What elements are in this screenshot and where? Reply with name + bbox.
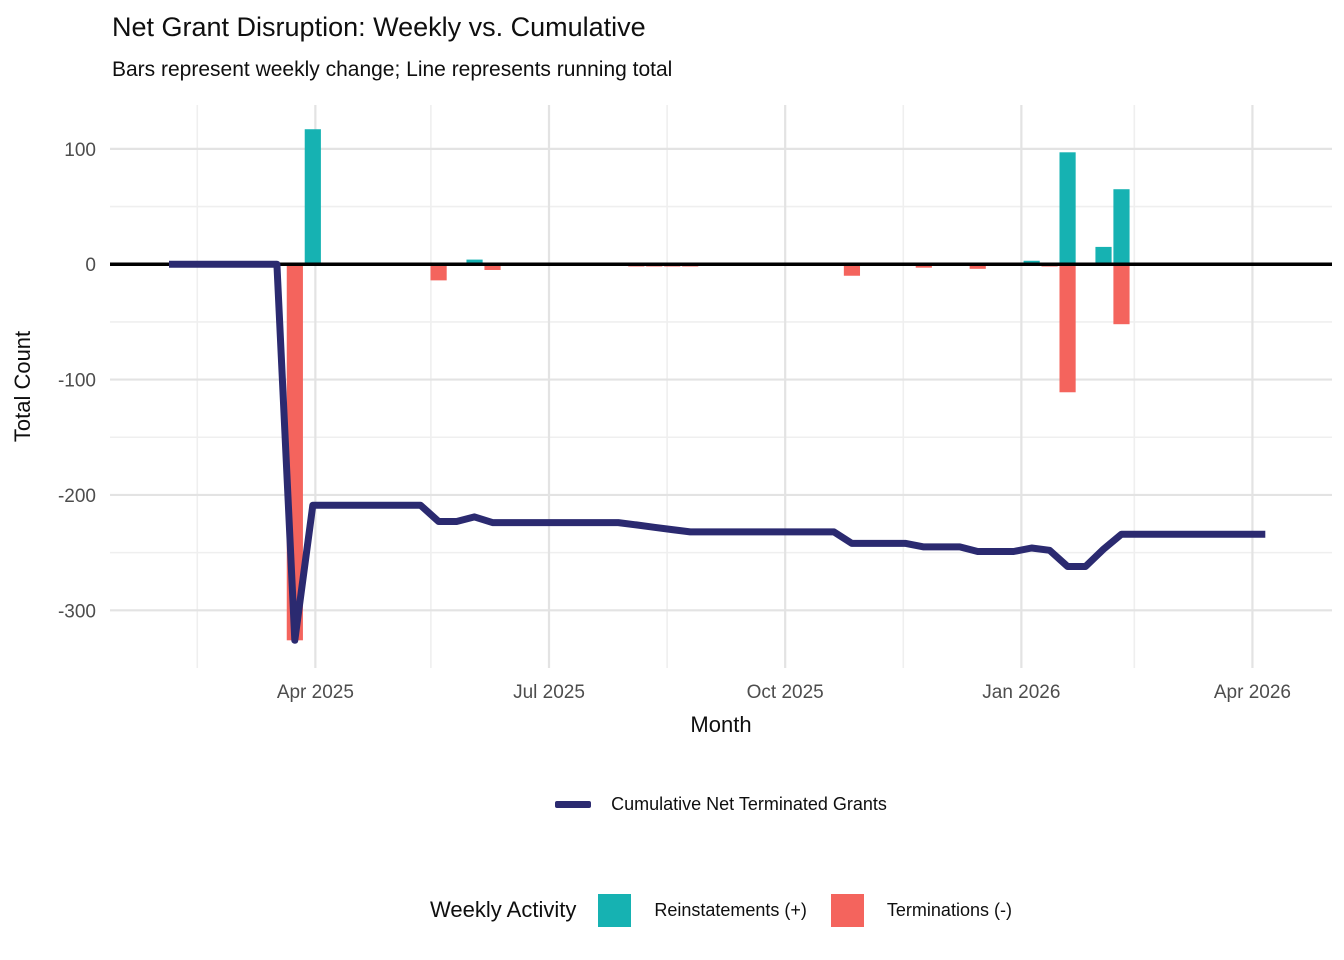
cumulative-line-label: Cumulative Net Terminated Grants [611, 793, 887, 814]
y-tick-label: 100 [64, 140, 96, 161]
weekly-bar [304, 129, 321, 265]
y-tick-label: 0 [85, 255, 96, 276]
terminations-swatch [830, 893, 864, 927]
x-tick-label: Jul 2025 [513, 682, 585, 703]
cumulative-line [169, 260, 1266, 644]
x-tick-label: Jan 2026 [982, 682, 1060, 703]
x-tick-label: Oct 2025 [747, 682, 824, 703]
chart-canvas: 100 0 -100 -200 -300 Apr 2025 Jul 2025 Oct 2025… [10, 105, 1332, 737]
weekly-bar [843, 264, 861, 276]
legend-weekly-activity: Weekly Activity Reinstatements (+) Termi… [110, 884, 1332, 936]
y-axis-title: Total Count [10, 331, 35, 442]
legend-cumulative-line: Cumulative Net Terminated Grants [110, 790, 1332, 818]
x-tick-label: Apr 2026 [1214, 682, 1291, 703]
y-tick-label: -100 [58, 371, 96, 392]
weekly-bar [1113, 189, 1130, 265]
reinstatements-swatch [598, 893, 632, 927]
chart-title: Net Grant Disruption: Weekly vs. Cumulat… [112, 12, 646, 42]
x-axis-title: Month [690, 712, 751, 737]
x-tick-label: Apr 2025 [277, 682, 354, 703]
cumulative-line-swatch [555, 800, 592, 808]
reinstatements-label: Reinstatements (+) [654, 899, 807, 920]
chart-subtitle: Bars represent weekly change; Line repre… [112, 58, 673, 81]
weekly-bar [430, 264, 447, 281]
weekly-bar [1059, 152, 1076, 265]
weekly-bar [969, 264, 986, 269]
weekly-bar [1059, 264, 1076, 393]
weekly-bar [484, 264, 501, 270]
y-tick-label: -300 [58, 601, 96, 622]
weekly-bar [1095, 246, 1112, 265]
y-tick-label: -200 [58, 486, 96, 507]
weekly-bar [466, 259, 483, 265]
weekly-activity-legend-title: Weekly Activity [430, 897, 577, 922]
terminations-label: Terminations (-) [886, 899, 1012, 920]
weekly-bar [1113, 264, 1130, 325]
